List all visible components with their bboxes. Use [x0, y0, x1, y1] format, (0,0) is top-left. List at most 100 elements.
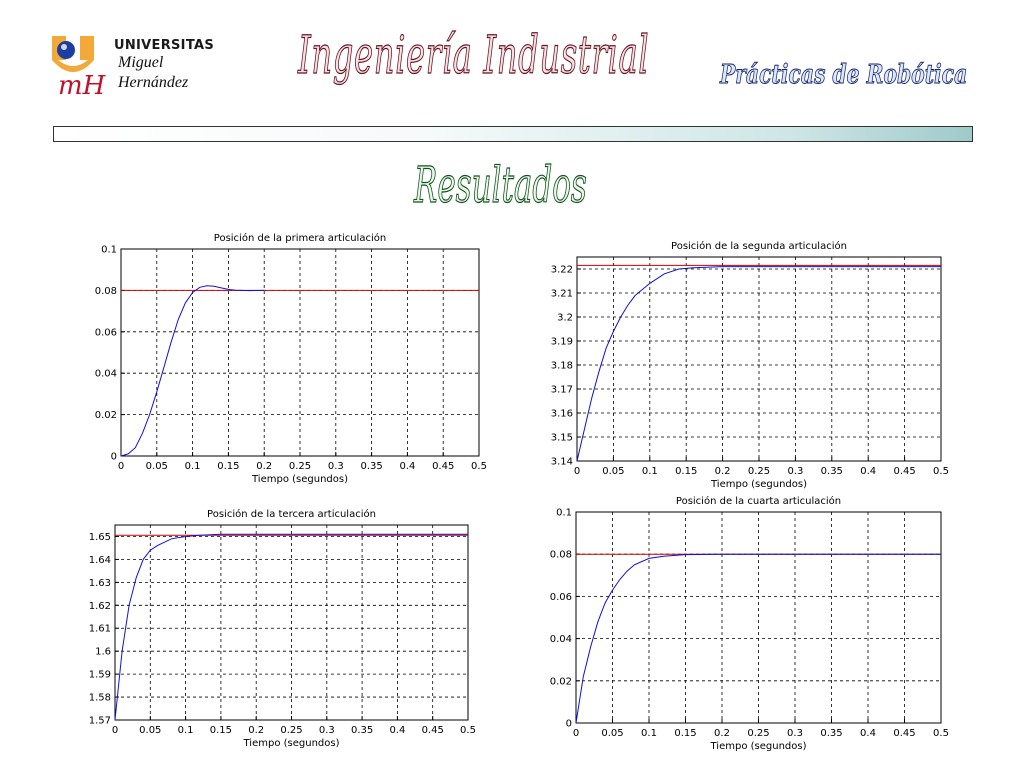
x-tick-label: 0.05 — [602, 466, 624, 477]
x-tick-label: 0.25 — [747, 728, 769, 739]
x-tick-label: 0.45 — [893, 466, 915, 477]
y-tick-label: 0.02 — [95, 410, 117, 421]
x-tick-label: 0.25 — [289, 461, 311, 472]
x-tick-label: 0.25 — [748, 466, 770, 477]
x-tick-label: 0.2 — [256, 461, 272, 472]
x-tick-label: 0.05 — [139, 725, 161, 736]
x-tick-label: 0.5 — [460, 725, 476, 736]
response-line — [576, 266, 941, 462]
x-tick-label: 0 — [574, 466, 580, 477]
y-tick-label: 0.08 — [550, 550, 572, 561]
y-tick-label: 0 — [566, 719, 572, 730]
x-tick-label: 0.4 — [389, 725, 405, 736]
x-tick-label: 0 — [573, 728, 579, 739]
x-tick-label: 0.15 — [675, 466, 697, 477]
x-tick-label: 0.4 — [399, 461, 415, 472]
x-tick-label: 0.5 — [471, 461, 487, 472]
x-tick-label: 0.45 — [893, 728, 915, 739]
x-tick-label: 0.05 — [146, 461, 168, 472]
x-tick-label: 0.1 — [185, 461, 201, 472]
x-tick-label: 0.3 — [328, 461, 344, 472]
x-axis-label: Tiempo (segundos) — [710, 741, 807, 752]
y-tick-label: 1.65 — [89, 532, 111, 543]
page-title: Ingeniería Industrial — [298, 25, 650, 86]
x-axis-label: Tiempo (segundos) — [710, 479, 807, 490]
svg-text:mH: mH — [58, 71, 107, 100]
y-tick-label: 0.04 — [550, 634, 572, 645]
y-tick-label: 0.06 — [95, 327, 117, 338]
logo-text-universitas: UNIVERSITAS — [114, 38, 215, 53]
chart-title: Posición de la tercera articulación — [207, 508, 376, 520]
y-tick-label: 3.15 — [551, 433, 573, 444]
x-tick-label: 0.3 — [787, 466, 803, 477]
y-tick-label: 3.22 — [551, 265, 573, 276]
x-axis-label: Tiempo (segundos) — [243, 738, 340, 749]
chart-title: Posición de la segunda articulación — [671, 240, 847, 252]
x-tick-label: 0.35 — [351, 725, 373, 736]
y-tick-label: 0.02 — [550, 676, 572, 687]
y-tick-label: 3.19 — [551, 337, 573, 348]
y-tick-label: 3.16 — [551, 409, 573, 420]
x-tick-label: 0.2 — [715, 466, 731, 477]
y-tick-label: 1.61 — [89, 624, 111, 635]
umh-emblem-icon: mH — [52, 36, 107, 100]
y-tick-label: 3.18 — [551, 361, 573, 372]
y-tick-label: 0 — [111, 452, 117, 463]
x-tick-label: 0.45 — [432, 461, 454, 472]
y-tick-label: 0.1 — [101, 245, 117, 256]
response-line — [120, 285, 265, 457]
y-tick-label: 3.2 — [557, 313, 573, 324]
x-tick-label: 0.15 — [674, 728, 696, 739]
y-tick-label: 3.17 — [551, 385, 573, 396]
x-tick-label: 0 — [118, 461, 124, 472]
x-tick-label: 0.45 — [422, 725, 444, 736]
header-divider-bar — [53, 126, 973, 142]
y-tick-label: 0.08 — [95, 286, 117, 297]
x-tick-label: 0.3 — [787, 728, 803, 739]
page-subtitle: Prácticas de Robótica — [720, 60, 968, 91]
y-tick-label: 1.6 — [95, 647, 111, 658]
chart-title: Posición de la cuarta articulación — [676, 495, 841, 507]
chart-2: 0 0.05 0.1 0.15 0.2 0.25 0.3 0.35 0.4 0.45 0.5 3.14… — [551, 240, 949, 490]
y-tick-label: 1.62 — [89, 601, 111, 612]
x-tick-label: 0.2 — [714, 728, 730, 739]
x-axis-label: Tiempo (segundos) — [251, 474, 348, 485]
x-tick-label: 0.15 — [217, 461, 239, 472]
x-tick-label: 0.35 — [821, 466, 843, 477]
x-tick-label: 0.1 — [641, 728, 657, 739]
x-tick-label: 0.4 — [860, 728, 876, 739]
x-tick-label: 0.5 — [933, 466, 949, 477]
x-tick-label: 0.5 — [933, 728, 949, 739]
y-tick-label: 0.1 — [556, 508, 572, 519]
x-tick-label: 0.15 — [210, 725, 232, 736]
y-tick-label: 1.63 — [89, 578, 111, 589]
chart-3: 0 0.05 0.1 0.15 0.2 0.25 0.3 0.35 0.4 0.45 0.5 1.57… — [89, 508, 476, 749]
y-tick-label: 1.58 — [89, 693, 111, 704]
chart-4: 0 0.05 0.1 0.15 0.2 0.25 0.3 0.35 0.4 0.45 0.5 0 0.0… — [550, 495, 949, 752]
y-tick-label: 1.57 — [89, 716, 111, 727]
x-tick-label: 0.2 — [248, 725, 264, 736]
x-tick-label: 0.35 — [360, 461, 382, 472]
chart-title: Posición de la primera articulación — [214, 232, 386, 244]
y-tick-label: 3.14 — [551, 457, 573, 468]
response-line — [114, 533, 468, 721]
x-tick-label: 0.1 — [642, 466, 658, 477]
x-tick-label: 0.1 — [178, 725, 194, 736]
x-tick-label: 0.35 — [820, 728, 842, 739]
university-logo: mH UNIVERSITAS Miguel Hernández — [50, 34, 220, 104]
y-tick-label: 1.64 — [89, 555, 111, 566]
y-tick-label: 0.04 — [95, 369, 117, 380]
section-title: Resultados — [414, 155, 588, 214]
x-tick-label: 0 — [112, 725, 118, 736]
y-tick-label: 1.59 — [89, 670, 111, 681]
logo-text-miguel: Miguel — [118, 54, 164, 71]
logo-text-hernandez: Hernández — [118, 74, 189, 91]
x-tick-label: 0.4 — [860, 466, 876, 477]
y-tick-label: 0.06 — [550, 592, 572, 603]
x-tick-label: 0.25 — [280, 725, 302, 736]
x-tick-label: 0.3 — [319, 725, 335, 736]
y-tick-label: 3.21 — [551, 289, 573, 300]
chart-1: 0 0.05 0.1 0.15 0.2 0.25 0.3 0.35 0.4 0.45 0.5 0 0.0… — [95, 232, 487, 485]
x-tick-label: 0.05 — [601, 728, 623, 739]
